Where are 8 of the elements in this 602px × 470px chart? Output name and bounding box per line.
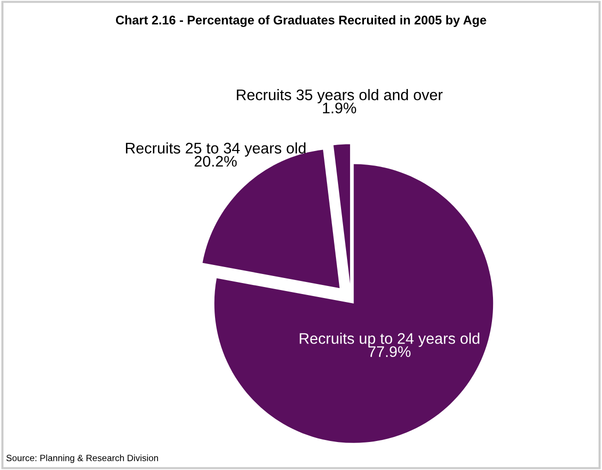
slice-label: Recruits up to 24 years old: [300, 332, 480, 347]
data-label: 20.2%: [194, 156, 237, 167]
slice-label: Recruits 35 years old and over: [236, 89, 443, 104]
data-label: 1.9%: [323, 102, 356, 114]
chart-title: Chart 2.16 - Percentage of Graduates Recruited in 2005 by Age: [116, 15, 486, 28]
data-label: 77.9%: [368, 346, 411, 358]
slice-label: Recruits 25 to 34 years old: [126, 142, 306, 157]
source-note: Source: Planning & Research Division: [6, 454, 158, 463]
